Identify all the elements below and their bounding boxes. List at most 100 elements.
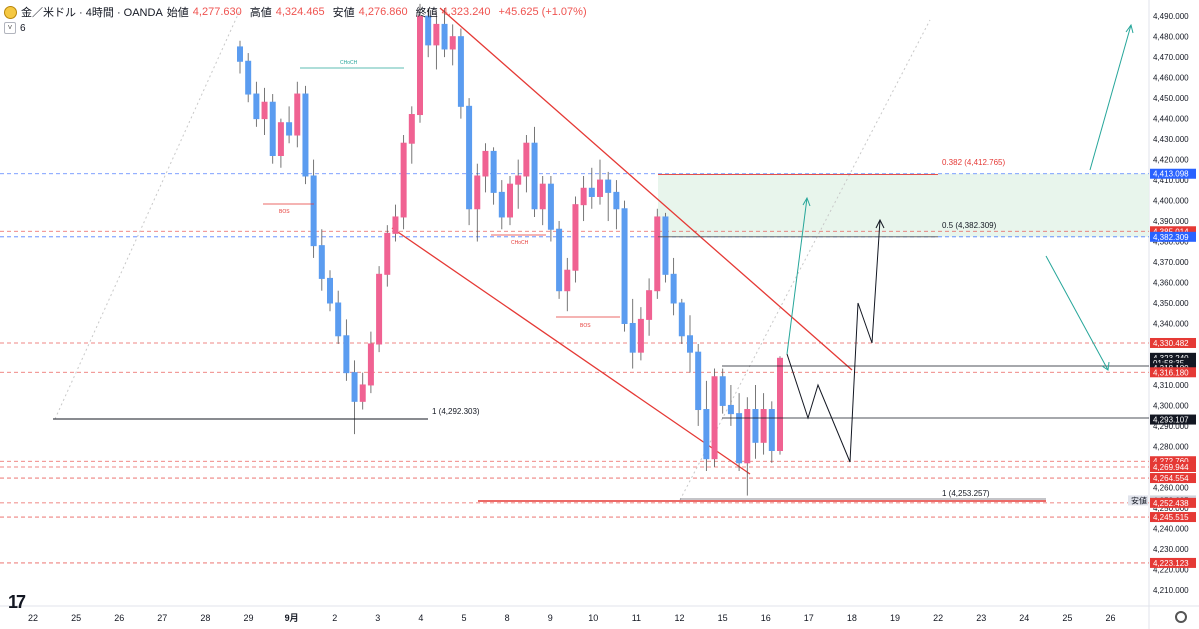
candle-body: [449, 36, 456, 50]
candle-body: [752, 409, 759, 443]
demand-zone: [658, 173, 1149, 237]
price-tick-label: 4,260.000: [1153, 483, 1189, 492]
price-tick-label: 4,410.000: [1153, 176, 1189, 185]
close-value: 4,323.240: [441, 6, 491, 18]
candle-body: [359, 384, 366, 402]
time-tick-label: 9: [548, 613, 553, 623]
candle-body: [507, 183, 513, 218]
candle-body: [335, 302, 342, 337]
candle-body: [768, 409, 775, 451]
candle-body: [253, 93, 260, 120]
time-tick-label: 19: [890, 613, 900, 623]
fib-0382-label: 0.382 (4,412.765): [942, 158, 1005, 167]
close-label: 終値: [415, 7, 438, 19]
time-tick-label: 11: [632, 613, 641, 623]
price-axis-tag-label: 4,385.014: [1153, 227, 1189, 236]
candle-body: [687, 335, 693, 353]
symbol-title[interactable]: 金／米ドル · 4時間 · OANDA: [21, 7, 163, 19]
price-tick-label: 4,460.000: [1153, 74, 1189, 83]
fib-05-label: 0.5 (4,382.309): [942, 221, 997, 230]
price-axis-tag: [1150, 352, 1196, 363]
arrow-head-icon: [875, 218, 885, 229]
price-tick-label: 4,360.000: [1153, 279, 1189, 288]
gear-icon[interactable]: [1175, 611, 1187, 623]
price-axis-tag-label: 4,252.438: [1153, 499, 1189, 508]
price-tick-label: 4,340.000: [1153, 319, 1189, 328]
price-tick-label: 4,450.000: [1153, 94, 1189, 103]
price-tick-label: 4,420.000: [1153, 156, 1189, 165]
candle-body: [392, 216, 399, 234]
price-tick-label: 4,240.000: [1153, 524, 1189, 533]
time-tick-label: 28: [200, 613, 210, 623]
price-axis-tag: [1150, 512, 1196, 523]
choch-label: CHoCH: [511, 240, 529, 246]
time-tick-label: 23: [976, 613, 986, 623]
candle-body: [425, 15, 432, 46]
time-tick-label: 2: [332, 613, 337, 623]
candle-body: [547, 183, 554, 230]
price-axis-tag: [1150, 473, 1196, 484]
candle-body: [261, 101, 268, 120]
price-tick-label: 4,370.000: [1153, 258, 1189, 267]
candle-body: [662, 216, 669, 275]
price-axis-tag-label: 4,413.098: [1153, 170, 1189, 179]
candle-body: [441, 23, 448, 50]
time-tick-label: 8: [505, 613, 510, 623]
candle-body: [376, 273, 383, 345]
time-tick-label: 29: [243, 613, 253, 623]
candle-body: [277, 122, 284, 156]
candle-body: [294, 93, 301, 136]
price-axis-tag-label: 4,293.107: [1153, 416, 1189, 425]
bos-label: BOS: [279, 209, 290, 215]
candle-body: [523, 142, 530, 177]
price-tick-label: 4,430.000: [1153, 135, 1189, 144]
price-axis-tag: [1150, 231, 1196, 242]
price-axis-tag-label: 4,330.482: [1153, 339, 1189, 348]
time-tick-label: 3: [375, 613, 380, 623]
open-value: 4,277.630: [192, 6, 242, 18]
candle-body: [597, 179, 603, 197]
time-tick-label: 27: [157, 613, 167, 623]
price-tick-label: 4,350.000: [1153, 299, 1189, 308]
low-label: 安値: [332, 7, 355, 19]
teal-projection-line: [1089, 24, 1132, 171]
candle-body: [703, 409, 710, 460]
time-tick-label: 24: [1019, 613, 1029, 623]
price-tick-label: 4,280.000: [1153, 442, 1189, 451]
open-label: 始値: [166, 7, 189, 19]
candle-body: [351, 372, 358, 402]
chart-header: 金／米ドル · 4時間 · OANDA 始値 4,277.630 高値 4,32…: [4, 4, 587, 20]
price-tick-label: 4,400.000: [1153, 197, 1189, 206]
candle-body: [736, 413, 743, 464]
candle-body: [498, 191, 505, 218]
indicator-toggle[interactable]: ˅ 6: [4, 22, 26, 34]
chevron-down-icon[interactable]: ˅: [4, 22, 16, 34]
teal-projection-line: [786, 197, 808, 355]
price-axis-tag: [1150, 462, 1196, 473]
time-tick-label: 10: [588, 613, 598, 623]
candle-body: [318, 245, 325, 279]
candle-body: [629, 322, 636, 353]
choch-label: CHoCH: [340, 60, 358, 66]
price-axis-tag: [1150, 337, 1196, 348]
tradingview-logo[interactable]: 17: [8, 592, 26, 612]
price-tick-label: 4,490.000: [1153, 12, 1189, 21]
candle-body: [646, 290, 653, 320]
price-axis-tag-label: 4,272.760: [1153, 457, 1189, 466]
low-tag-box: [1128, 495, 1148, 506]
candle-body: [605, 179, 612, 193]
price-axis-tag: [1150, 414, 1196, 425]
candle-body: [564, 269, 571, 292]
price-axis-tag: [1150, 497, 1196, 508]
candle-body: [490, 150, 497, 193]
price-axis-tag: [1150, 456, 1196, 467]
time-tick-label: 25: [1062, 613, 1072, 623]
low-value: 4,276.860: [358, 6, 408, 18]
candle-body: [384, 232, 391, 275]
time-tick-label: 16: [761, 613, 771, 623]
arrow-head-icon: [1101, 361, 1110, 371]
candle-body: [670, 273, 677, 304]
price-axis-tag: [1150, 557, 1196, 568]
price-axis-tag-label: 4,245.515: [1153, 513, 1189, 522]
